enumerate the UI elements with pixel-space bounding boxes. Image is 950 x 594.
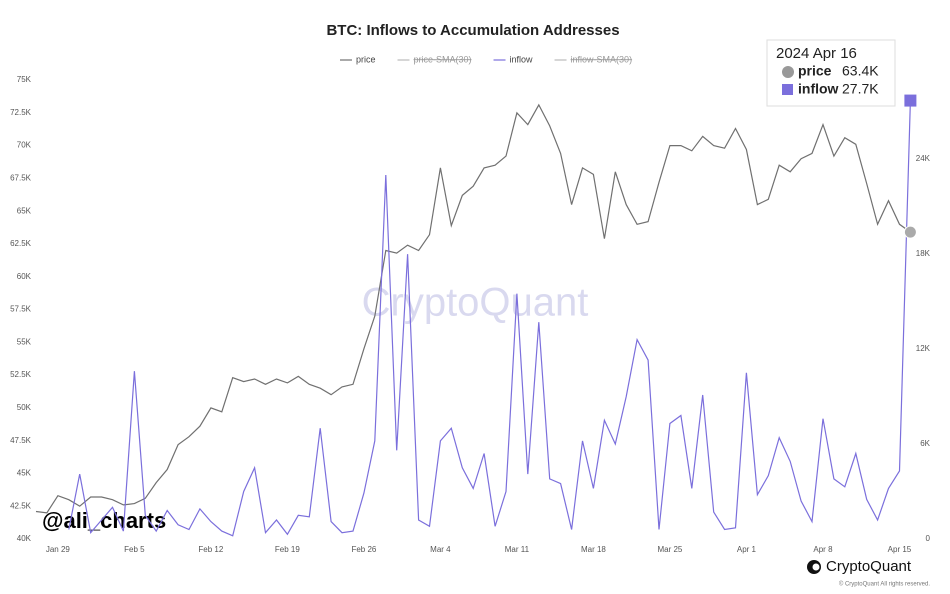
y-tick-label: 40K — [17, 534, 32, 543]
chart-title: BTC: Inflows to Accumulation Addresses — [326, 22, 619, 39]
x-tick-label: Feb 19 — [275, 545, 300, 554]
y-tick-label: 75K — [17, 75, 32, 84]
y-tick-label: 50K — [17, 403, 32, 412]
tooltip-value: 27.7K — [842, 81, 879, 97]
handle: @ali_charts — [42, 508, 166, 533]
y-tick-label: 62.5K — [10, 239, 32, 248]
y2-tick-label: 18K — [916, 249, 931, 258]
y-tick-label: 52.5K — [10, 370, 32, 379]
x-tick-label: Apr 1 — [737, 545, 757, 554]
y-tick-label: 70K — [17, 141, 32, 150]
tooltip-series: inflow — [798, 81, 839, 97]
y-tick-label: 45K — [17, 469, 32, 478]
legend-label: price — [356, 54, 376, 64]
line-inflow — [68, 100, 911, 537]
y2-tick-label: 24K — [916, 154, 931, 163]
y-tick-label: 60K — [17, 272, 32, 281]
y-tick-label: 65K — [17, 206, 32, 215]
x-tick-label: Mar 4 — [430, 545, 451, 554]
tooltip-swatch — [782, 66, 794, 78]
y2-tick-label: 0 — [926, 534, 931, 543]
tooltip-swatch — [782, 84, 793, 95]
x-tick-label: Mar 25 — [657, 545, 682, 554]
hover-marker — [903, 225, 917, 239]
y2-tick-label: 12K — [916, 344, 931, 353]
tooltip-value: 63.4K — [842, 63, 879, 79]
x-tick-label: Apr 15 — [888, 545, 912, 554]
x-tick-label: Mar 11 — [505, 545, 530, 554]
x-tick-label: Feb 26 — [351, 545, 376, 554]
y-tick-label: 67.5K — [10, 173, 32, 182]
x-tick-label: Feb 12 — [198, 545, 223, 554]
x-tick-label: Feb 5 — [124, 545, 145, 554]
watermark: CryptoQuant — [362, 281, 589, 325]
x-tick-label: Mar 18 — [581, 545, 606, 554]
legend-label: price-SMA(30) — [414, 54, 472, 64]
y2-tick-label: 6K — [920, 439, 930, 448]
y-tick-label: 72.5K — [10, 108, 32, 117]
hover-marker — [904, 94, 917, 107]
copyright: © CryptoQuant All rights reserved. — [839, 581, 930, 588]
x-tick-label: Apr 8 — [813, 545, 833, 554]
legend-label: inflow-SMA(30) — [571, 54, 633, 64]
brand-logo — [807, 560, 821, 574]
tooltip-title: 2024 Apr 16 — [776, 45, 857, 62]
y-tick-label: 47.5K — [10, 436, 32, 445]
y-tick-label: 57.5K — [10, 305, 32, 314]
legend-label: inflow — [510, 54, 534, 64]
x-tick-label: Jan 29 — [46, 545, 71, 554]
brand: CryptoQuant — [826, 558, 912, 575]
line-price — [35, 103, 911, 514]
tooltip-series: price — [798, 63, 832, 79]
y-tick-label: 42.5K — [10, 501, 32, 510]
tooltip: 2024 Apr 16 price 63.4K inflow 27.7K — [766, 39, 896, 107]
y-tick-label: 55K — [17, 337, 32, 346]
